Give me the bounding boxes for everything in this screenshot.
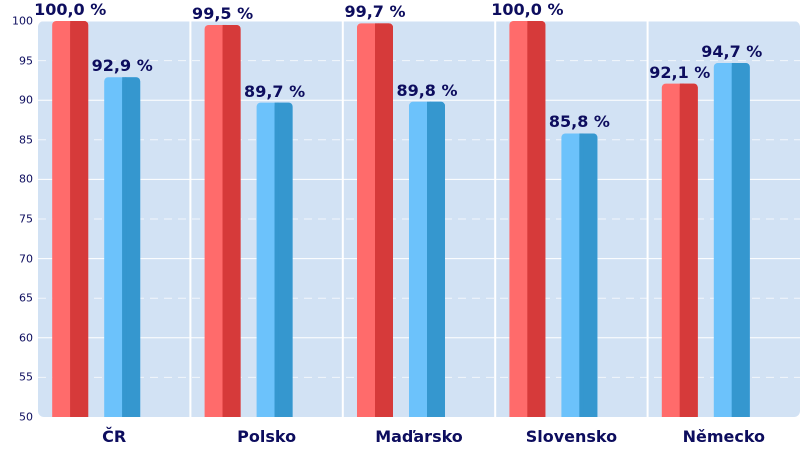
value-label: 89,7 %	[244, 81, 306, 101]
y-tick-label: 65	[19, 291, 33, 305]
bar-shade	[375, 23, 379, 421]
value-label: 94,7 %	[701, 41, 763, 61]
y-tick-label: 75	[19, 212, 33, 226]
value-label: 100,0 %	[34, 0, 107, 19]
x-axis-label: Slovensko	[525, 427, 618, 446]
y-tick-label: 60	[19, 331, 33, 345]
y-tick-label: 50	[19, 410, 33, 424]
bar-shade	[579, 133, 598, 422]
bar-shade	[122, 77, 141, 422]
bar-shade	[579, 133, 584, 422]
y-tick-label: 70	[19, 252, 33, 266]
x-axis-label: Maďarsko	[375, 427, 463, 446]
bar-shade	[274, 102, 279, 422]
bar-shade	[375, 23, 393, 421]
bar-shade	[731, 62, 750, 421]
value-label: 99,7 %	[344, 2, 406, 22]
value-label: 99,5 %	[192, 3, 254, 23]
y-tick-label: 80	[19, 172, 33, 186]
bar-shade	[527, 21, 532, 421]
x-axis-label: Polsko	[237, 427, 297, 446]
value-label: 85,8 %	[548, 112, 610, 132]
x-axis-label: ČR	[102, 427, 127, 446]
y-tick-label: 85	[19, 133, 33, 147]
y-tick-label: 90	[19, 93, 33, 107]
y-tick-label: 95	[19, 54, 33, 68]
bar-shade	[70, 21, 89, 421]
x-axis-label: Německo	[682, 427, 766, 446]
axis-mask	[0, 417, 800, 449]
y-tick-label: 100	[12, 14, 33, 28]
bar-shade	[679, 83, 698, 422]
value-label: 92,9 %	[91, 56, 153, 76]
bar-shade	[70, 21, 75, 421]
bar-shade	[122, 77, 127, 422]
bar-shade	[222, 24, 227, 422]
bar-shade	[222, 24, 241, 422]
bar-shade	[274, 102, 293, 422]
bar-shade	[427, 101, 431, 421]
value-label: 92,1 %	[649, 62, 711, 82]
bar-shade	[427, 101, 445, 421]
y-tick-label: 55	[19, 370, 33, 384]
value-label: 100,0 %	[491, 0, 564, 19]
bar-shade	[527, 21, 546, 421]
bar-shade	[679, 83, 684, 422]
bar-shade	[731, 62, 736, 421]
value-label: 89,8 %	[396, 80, 458, 100]
